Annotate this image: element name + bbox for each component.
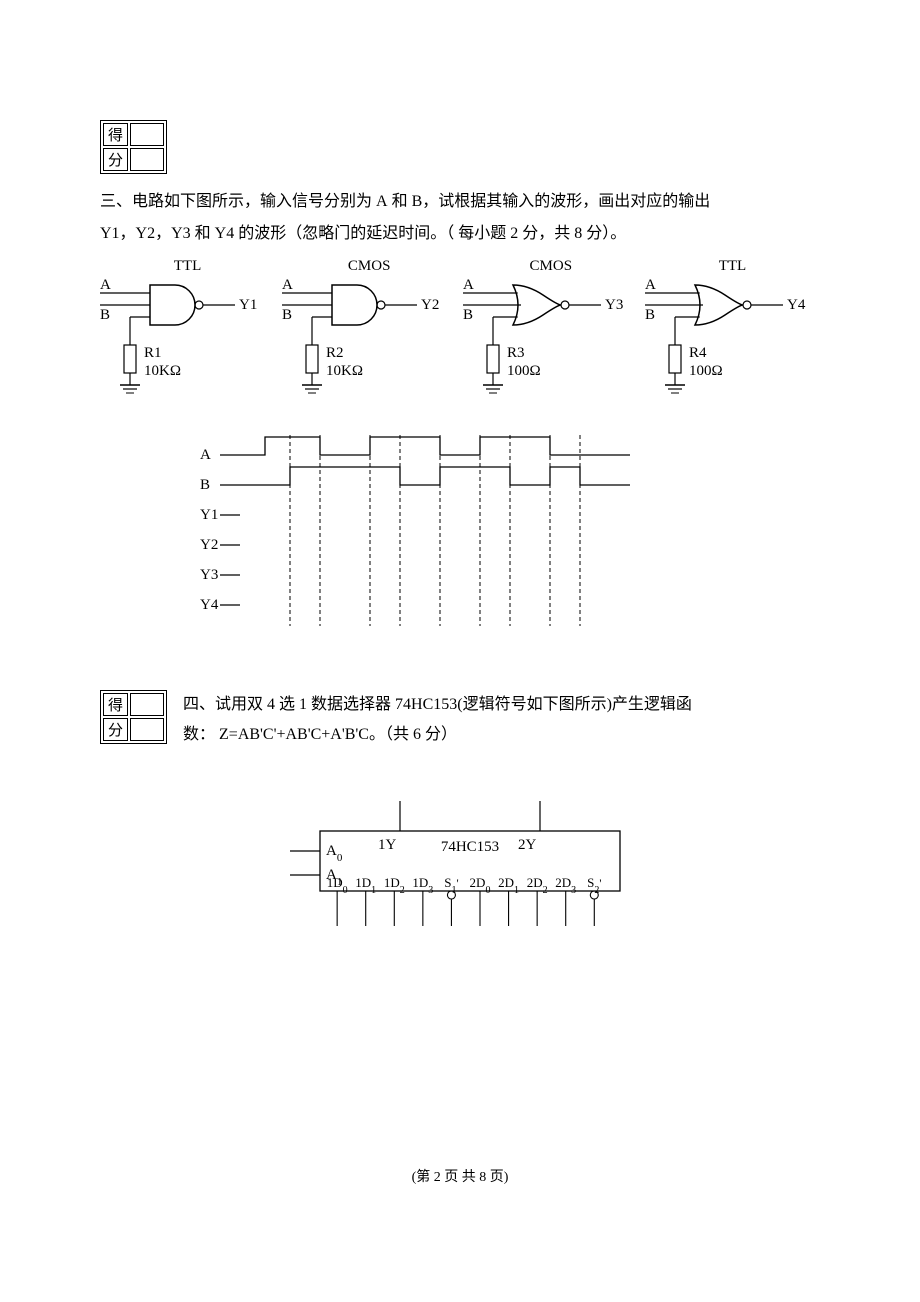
svg-text:74HC153: 74HC153 <box>441 839 499 855</box>
svg-text:A: A <box>282 277 293 293</box>
chip-diagram: A0A11Y2Y74HC1531D01D11D21D3S1'2D02D12D22… <box>100 791 820 966</box>
gate-tech-label: CMOS <box>282 258 457 275</box>
svg-text:A: A <box>645 277 656 293</box>
svg-text:Y2: Y2 <box>200 537 218 553</box>
svg-text:Y2: Y2 <box>421 297 439 313</box>
gate-1: TTL Y1 AB R1 10KΩ <box>100 258 275 415</box>
svg-text:Y1: Y1 <box>200 507 218 523</box>
q3-text: 三、电路如下图所示，输入信号分别为 A 和 B，试根据其输入的波形，画出对应的输… <box>100 186 820 250</box>
score-box-bottom: 分 <box>103 148 128 171</box>
score-box-q3: 得 分 <box>100 120 167 174</box>
svg-text:Y4: Y4 <box>787 297 806 313</box>
svg-text:Y1: Y1 <box>239 297 257 313</box>
svg-text:S2': S2' <box>587 875 601 896</box>
svg-text:B: B <box>100 307 110 323</box>
svg-text:R4: R4 <box>689 345 707 361</box>
svg-text:A: A <box>200 447 211 463</box>
svg-text:100Ω: 100Ω <box>507 363 541 379</box>
page-footer: (第 2 页 共 8 页) <box>100 1166 820 1186</box>
gate-4: TTL Y4 AB R4 100Ω <box>645 258 820 415</box>
gate-tech-label: CMOS <box>463 258 638 275</box>
svg-text:A0: A0 <box>326 843 343 864</box>
svg-text:100Ω: 100Ω <box>689 363 723 379</box>
score-box-top: 得 <box>103 123 128 146</box>
svg-text:2Y: 2Y <box>518 837 537 853</box>
svg-text:B: B <box>282 307 292 323</box>
svg-text:B: B <box>200 477 210 493</box>
gate-2: CMOS Y2 AB R2 10KΩ <box>282 258 457 415</box>
svg-text:10KΩ: 10KΩ <box>144 363 181 379</box>
gate-row: TTLY1ABR110KΩ CMOSY2ABR210KΩ CMOSY3ABR31… <box>100 258 820 415</box>
svg-text:R1: R1 <box>144 345 162 361</box>
svg-text:R3: R3 <box>507 345 525 361</box>
score-box-q4: 得 分 <box>100 690 167 744</box>
q4-row: 得 分 四、试用双 4 选 1 数据选择器 74HC153(逻辑符号如下图所示)… <box>100 690 820 751</box>
gate-tech-label: TTL <box>645 258 820 275</box>
svg-text:B: B <box>463 307 473 323</box>
gate-3: CMOS Y3 AB R3 100Ω <box>463 258 638 415</box>
svg-text:B: B <box>645 307 655 323</box>
svg-text:Y4: Y4 <box>200 597 219 613</box>
svg-text:Y3: Y3 <box>605 297 623 313</box>
timing-diagram: AB Y1 Y2 Y3 Y4 <box>180 435 820 650</box>
svg-text:Y3: Y3 <box>200 567 218 583</box>
svg-text:A: A <box>463 277 474 293</box>
gate-tech-label: TTL <box>100 258 275 275</box>
svg-text:A: A <box>100 277 111 293</box>
q4-text: 四、试用双 4 选 1 数据选择器 74HC153(逻辑符号如下图所示)产生逻辑… <box>183 690 820 751</box>
svg-text:1Y: 1Y <box>378 837 397 853</box>
svg-text:10KΩ: 10KΩ <box>326 363 363 379</box>
svg-text:R2: R2 <box>326 345 344 361</box>
svg-text:S1': S1' <box>444 875 458 896</box>
